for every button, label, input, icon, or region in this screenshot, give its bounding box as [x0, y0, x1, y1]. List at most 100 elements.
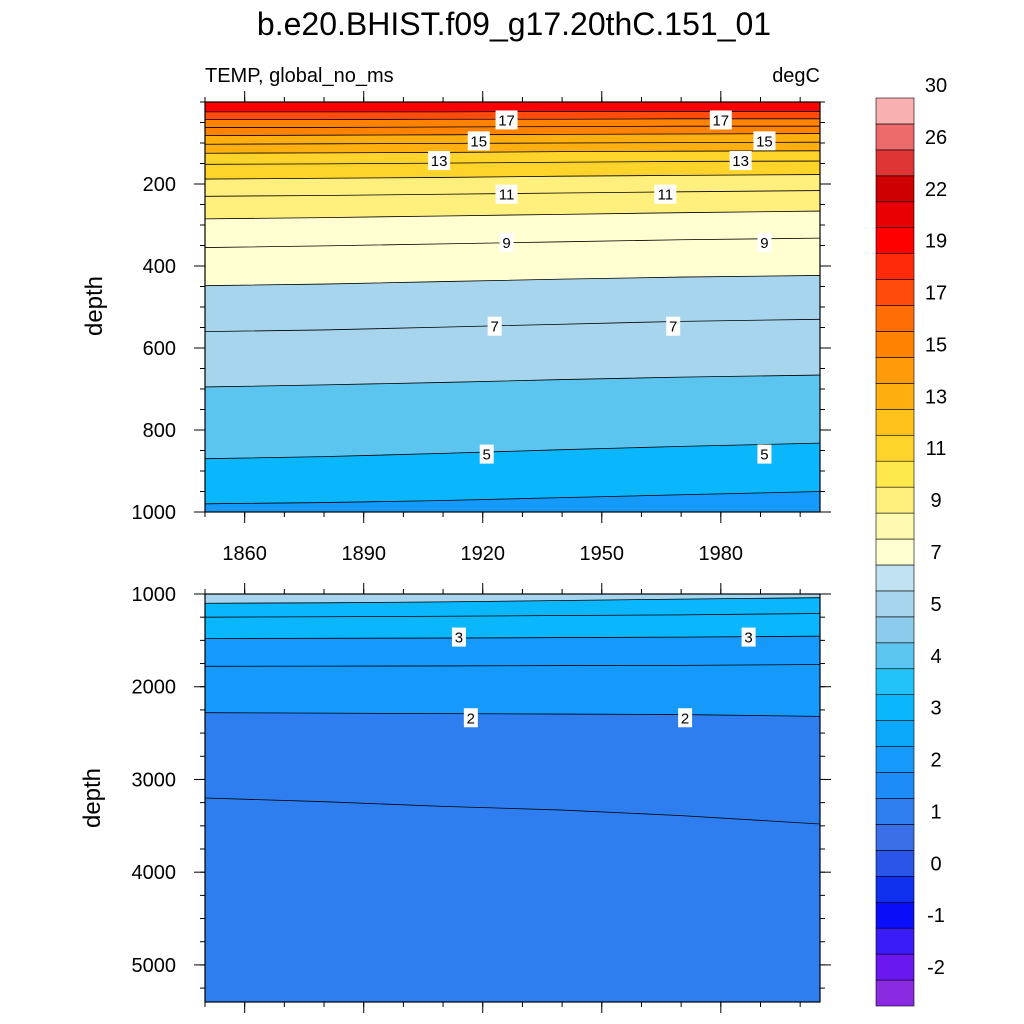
upper-contour-label-8: 9	[499, 233, 514, 253]
colorbar-swatch	[875, 979, 915, 1007]
lower-contour-line-3	[205, 664, 820, 667]
upper-xtick-label: 1980	[699, 543, 744, 565]
svg-text:11: 11	[657, 187, 673, 204]
colorbar-swatch	[875, 772, 915, 799]
colorbar-label: 17	[925, 283, 947, 305]
svg-text:5: 5	[760, 447, 768, 464]
svg-text:7: 7	[669, 319, 677, 336]
upper-contour-line-9	[205, 210, 820, 220]
upper-contour-label-11: 7	[666, 316, 681, 336]
upper-ytick-label: 600	[143, 338, 176, 360]
svg-text:7: 7	[490, 319, 498, 336]
lower-panel: 3 3 2 2 1000 2000 3000 4000 5000	[132, 583, 831, 1013]
upper-ytick-label: 1000	[132, 502, 177, 524]
lower-ylabel: depth	[79, 768, 106, 828]
colorbar-swatch	[875, 227, 915, 254]
upper-contour-line-6	[205, 160, 820, 165]
colorbar-label: 26	[925, 127, 947, 149]
colorbar-swatch	[875, 720, 915, 747]
colorbar-label: 30	[925, 75, 947, 97]
lower-ytick-label: 2000	[132, 677, 177, 699]
upper-ylabel: depth	[81, 276, 108, 336]
colorbar-swatch	[875, 901, 915, 929]
colorbar-swatch	[875, 798, 915, 825]
upper-contour-line-4	[205, 141, 820, 145]
colorbar-label: 5	[930, 594, 941, 616]
colorbar-label: 13	[925, 386, 947, 408]
upper-contour-line-11	[205, 275, 820, 287]
colorbar-swatch	[875, 305, 915, 332]
lower-contour-label-1: 3	[741, 627, 756, 647]
upper-contour-label-4: 13	[428, 151, 451, 171]
colorbar-swatch	[875, 409, 915, 436]
colorbar-label: -1	[927, 905, 945, 927]
colorbar-swatch	[875, 253, 915, 280]
upper-contour-label-1: 17	[709, 110, 732, 130]
lower-contour-line-5	[205, 797, 820, 825]
colorbar-swatch	[875, 123, 915, 151]
svg-text:9: 9	[502, 235, 510, 252]
colorbar-label: 19	[925, 231, 947, 253]
upper-contour-label-0: 17	[495, 110, 518, 130]
colorbar-swatch	[875, 331, 915, 358]
lower-ytick-label: 4000	[132, 862, 177, 884]
lower-contour-line-4	[205, 712, 820, 717]
colorbar-swatch	[875, 953, 915, 981]
upper-contour-label-2: 15	[467, 131, 490, 151]
upper-band-15	[205, 491, 820, 512]
upper-contour-label-6: 11	[495, 184, 518, 204]
upper-ytick-label: 400	[143, 256, 176, 278]
svg-text:17: 17	[498, 112, 515, 129]
colorbar-swatch	[875, 668, 915, 695]
colorbar-swatch	[875, 642, 915, 670]
colorbar-swatch	[875, 538, 915, 566]
svg-text:3: 3	[744, 630, 752, 647]
colorbar-swatch	[875, 927, 915, 955]
colorbar-swatch	[875, 824, 915, 851]
colorbar-label: 2	[930, 750, 941, 772]
figure-title: b.e20.BHIST.f09_g17.20thC.151_01	[257, 6, 771, 42]
colorbar-label: 3	[930, 698, 941, 720]
upper-ytick-label: 800	[143, 420, 176, 442]
svg-text:9: 9	[760, 235, 768, 252]
lower-ytick-label: 1000	[132, 584, 177, 606]
lower-contour-label-0: 3	[451, 627, 466, 647]
colorbar-swatch	[875, 434, 915, 462]
svg-text:13: 13	[431, 153, 448, 170]
left-subtitle: TEMP, global_no_ms	[205, 65, 394, 87]
upper-xtick-label: 1950	[580, 543, 625, 565]
lower-band-5	[205, 798, 820, 1002]
upper-contour-label-3: 15	[753, 131, 776, 151]
colorbar-label: 22	[925, 179, 947, 201]
upper-contour-line-7	[205, 174, 820, 180]
lower-contour-line-0	[205, 597, 820, 604]
lower-ytick-label: 5000	[132, 955, 177, 977]
upper-xtick-label: 1920	[460, 543, 505, 565]
colorbar-swatch	[875, 460, 915, 488]
colorbar-swatch	[875, 746, 915, 773]
svg-text:15: 15	[470, 133, 487, 150]
colorbar-label: 7	[930, 542, 941, 564]
svg-text:15: 15	[756, 133, 773, 150]
lower-ytick-label: 3000	[132, 769, 177, 791]
upper-contour-line-12	[205, 318, 820, 332]
svg-text:17: 17	[712, 112, 729, 129]
colorbar-swatch	[875, 875, 915, 903]
svg-text:5: 5	[483, 447, 491, 464]
colorbar-label: -2	[927, 957, 945, 979]
colorbar-swatch	[875, 97, 915, 125]
colorbar-swatch	[875, 175, 915, 203]
upper-contour-label-7: 11	[654, 184, 677, 204]
lower-contour-label-3: 2	[678, 708, 693, 728]
lower-contour-line-2	[205, 635, 820, 639]
colorbar-swatch	[875, 383, 915, 410]
colorbar-swatch	[875, 850, 915, 877]
upper-contour-line-3	[205, 133, 820, 137]
upper-panel: 17 17 15 15 13 13 11 11 9 9 7 7 5 5 200 400 600 800 1000 18…	[132, 91, 831, 565]
right-subtitle: degC	[772, 65, 820, 87]
colorbar-swatch	[875, 357, 915, 384]
colorbar-swatch	[875, 512, 915, 540]
colorbar-label: 4	[930, 646, 941, 668]
upper-xtick-label: 1890	[341, 543, 386, 565]
colorbar-swatch	[875, 694, 915, 721]
